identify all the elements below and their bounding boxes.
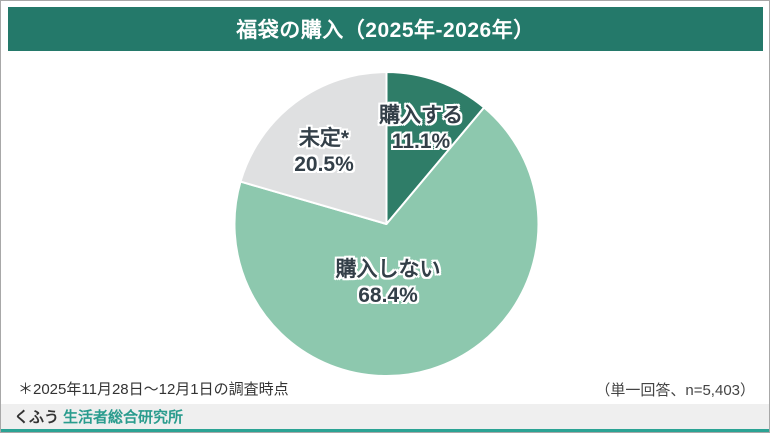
chart-title-banner: 福袋の購入（2025年-2026年） bbox=[8, 7, 763, 51]
pie-slice-1 bbox=[385, 71, 486, 225]
pie-slice-label-3: 未定* 20.5% bbox=[294, 126, 354, 176]
pie-slice-label-1: 購入する 11.1% bbox=[379, 103, 463, 153]
brand-logo-institute: 生活者総合研究所 bbox=[63, 409, 184, 426]
footer-bar: くふう 生活者総合研究所 bbox=[1, 404, 769, 432]
pie-slice-2 bbox=[233, 106, 540, 377]
pie-slice-label-2: 購入しない 68.4% bbox=[335, 257, 441, 307]
brand-logo-kufu: くふう bbox=[14, 409, 60, 426]
sample-size-note: （単一回答、n=5,403） bbox=[595, 382, 755, 399]
pie-slice-3 bbox=[239, 71, 388, 225]
page-title: 福袋の購入（2025年-2026年） bbox=[236, 19, 535, 42]
survey-date-footnote: ＊2025年11月28日～12月1日の調査時点 bbox=[18, 381, 289, 398]
